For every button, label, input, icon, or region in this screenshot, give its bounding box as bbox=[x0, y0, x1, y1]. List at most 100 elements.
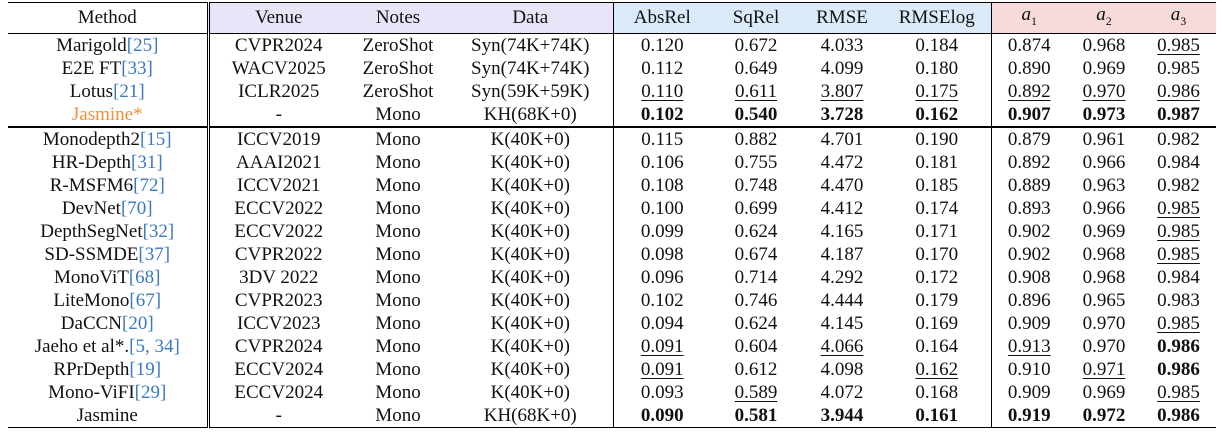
a1-cell: 0.902 bbox=[991, 243, 1067, 266]
a2-cell: 0.970 bbox=[1067, 335, 1141, 358]
rmse-cell: 4.444 bbox=[801, 289, 883, 312]
a1-cell: 0.919 bbox=[991, 403, 1067, 428]
method-cell: R-MSFM6[72] bbox=[8, 173, 210, 197]
citation-link[interactable]: [72] bbox=[133, 174, 165, 196]
a2-cell: 0.968 bbox=[1067, 33, 1141, 57]
metric-value: 0.909 bbox=[1007, 312, 1051, 334]
venue-cell: ICCV2019 bbox=[237, 128, 321, 150]
citation-link[interactable]: [37] bbox=[138, 243, 171, 265]
citation-link[interactable]: [32] bbox=[142, 220, 175, 242]
metric-value: 0.624 bbox=[734, 220, 778, 242]
metric-value: 0.181 bbox=[915, 151, 959, 173]
rmselog-cell: 0.179 bbox=[883, 288, 992, 312]
a2-cell: 0.973 bbox=[1067, 102, 1141, 128]
a2-cell: 0.970 bbox=[1067, 80, 1141, 103]
sqrel-cell: 0.581 bbox=[711, 403, 801, 428]
a3-cell: 0.986 bbox=[1141, 80, 1216, 103]
rmselog-cell: 0.169 bbox=[883, 311, 992, 335]
method-name: DevNet bbox=[61, 197, 121, 219]
metric-value: 0.171 bbox=[915, 220, 959, 242]
rmse-cell: 4.165 bbox=[801, 220, 883, 243]
citation-link[interactable]: [20] bbox=[122, 312, 154, 334]
data-cell: KH(68K+0) bbox=[448, 403, 614, 428]
metric-value: 0.604 bbox=[734, 335, 778, 357]
a1-cell: 0.896 bbox=[991, 289, 1067, 312]
a3-cell: 0.985 bbox=[1141, 220, 1216, 243]
citation-link[interactable]: [33] bbox=[121, 57, 153, 79]
metric-value: 0.910 bbox=[1007, 358, 1051, 380]
metric-value: 0.110 bbox=[641, 80, 684, 102]
notes-cell: Mono bbox=[375, 381, 421, 403]
metric-value: 4.187 bbox=[820, 243, 864, 265]
data-cell: Syn(74K+74K) bbox=[448, 33, 614, 57]
metric-value: 0.987 bbox=[1157, 103, 1200, 125]
metric-value: 0.090 bbox=[640, 404, 684, 426]
a2-cell: 0.965 bbox=[1067, 289, 1141, 312]
absrel-cell: 0.115 bbox=[613, 127, 711, 151]
metric-value: 0.982 bbox=[1157, 174, 1200, 196]
header-a3: a3 bbox=[1141, 2, 1216, 34]
sqrel-cell: 0.611 bbox=[711, 80, 801, 103]
absrel-cell: 0.098 bbox=[613, 243, 711, 266]
table-row: Jasmine - Mono KH(68K+0) 0.090 0.581 3.944 0.16… bbox=[8, 403, 1216, 428]
a2-cell: 0.966 bbox=[1067, 197, 1141, 220]
sqrel-cell: 0.624 bbox=[711, 220, 801, 243]
a3-cell: 0.985 bbox=[1141, 197, 1216, 220]
citation-link[interactable]: [25] bbox=[126, 34, 159, 56]
method-name: SD-SSMDE bbox=[44, 243, 139, 265]
rmselog-cell: 0.175 bbox=[883, 79, 992, 103]
results-table-container: Method Venue Notes Data AbsRel SqRel RMS… bbox=[8, 2, 1216, 428]
metric-value: 0.969 bbox=[1082, 57, 1126, 79]
metric-value: 0.612 bbox=[734, 358, 778, 380]
a1-cell: 0.892 bbox=[991, 151, 1067, 174]
rmse-cell: 4.033 bbox=[801, 33, 883, 57]
results-table: Method Venue Notes Data AbsRel SqRel RMS… bbox=[8, 2, 1216, 428]
table-row: HR-Depth[31] AAAI2021 Mono K(40K+0) 0.106 0.7… bbox=[8, 150, 1216, 174]
rmselog-cell: 0.184 bbox=[883, 33, 992, 57]
header-row: Method Venue Notes Data AbsRel SqRel RMS… bbox=[8, 2, 1216, 34]
rmse-cell: 4.066 bbox=[801, 335, 883, 358]
citation-link[interactable]: [31] bbox=[131, 151, 163, 173]
citation-link[interactable]: [29] bbox=[134, 381, 167, 403]
notes-cell: Mono bbox=[375, 289, 421, 311]
rmse-cell: 4.472 bbox=[801, 151, 883, 174]
a3-cell: 0.985 bbox=[1141, 312, 1216, 335]
data-cell: K(40K+0) bbox=[448, 173, 614, 197]
data-cell: K(40K+0) bbox=[448, 126, 614, 151]
data-cell: K(40K+0) bbox=[448, 219, 614, 243]
metric-value: 0.099 bbox=[640, 220, 684, 242]
citation-link[interactable]: [70] bbox=[120, 197, 153, 219]
metric-value: 0.674 bbox=[734, 243, 778, 265]
data-cell: K(40K+0) bbox=[448, 380, 614, 404]
citation-link[interactable]: [21] bbox=[113, 80, 145, 102]
metric-value: 4.412 bbox=[820, 197, 864, 219]
data-cell: K(40K+0) bbox=[448, 242, 614, 266]
notes-cell: Mono bbox=[375, 174, 421, 196]
method-cell: Monodepth2[15] bbox=[8, 126, 210, 151]
method-name: DaCCN bbox=[60, 312, 123, 334]
metric-value: 4.066 bbox=[820, 335, 864, 357]
table-row: DevNet[70] ECCV2022 Mono K(40K+0) 0.100 0.699… bbox=[8, 196, 1216, 220]
metric-value: 0.982 bbox=[1157, 128, 1200, 150]
venue-cell: ICCV2021 bbox=[237, 174, 321, 196]
method-name: E2E FT bbox=[61, 57, 122, 79]
sqrel-cell: 0.748 bbox=[711, 174, 801, 197]
method-name: Monodepth2 bbox=[42, 128, 140, 150]
metric-value: 4.165 bbox=[820, 220, 864, 242]
table-row: Monodepth2[15] ICCV2019 Mono K(40K+0) 0.115 0… bbox=[8, 126, 1216, 151]
method-name: Lotus bbox=[69, 80, 114, 102]
rmse-cell: 4.098 bbox=[801, 358, 883, 381]
metric-value: 0.902 bbox=[1007, 243, 1051, 265]
citation-link[interactable]: [68] bbox=[128, 266, 161, 288]
sqrel-cell: 0.540 bbox=[711, 102, 801, 128]
metric-value: 0.970 bbox=[1082, 80, 1126, 102]
metric-value: 0.969 bbox=[1082, 220, 1126, 242]
citation-link[interactable]: [15] bbox=[139, 128, 172, 150]
citation-link[interactable]: [5, 34] bbox=[129, 335, 180, 357]
notes-cell: Mono bbox=[375, 151, 421, 173]
sqrel-cell: 0.746 bbox=[711, 289, 801, 312]
citation-link[interactable]: [19] bbox=[129, 358, 162, 380]
citation-link[interactable]: [67] bbox=[129, 289, 162, 311]
method-cell: HR-Depth[31] bbox=[8, 150, 210, 174]
metric-value: 0.611 bbox=[734, 80, 778, 102]
